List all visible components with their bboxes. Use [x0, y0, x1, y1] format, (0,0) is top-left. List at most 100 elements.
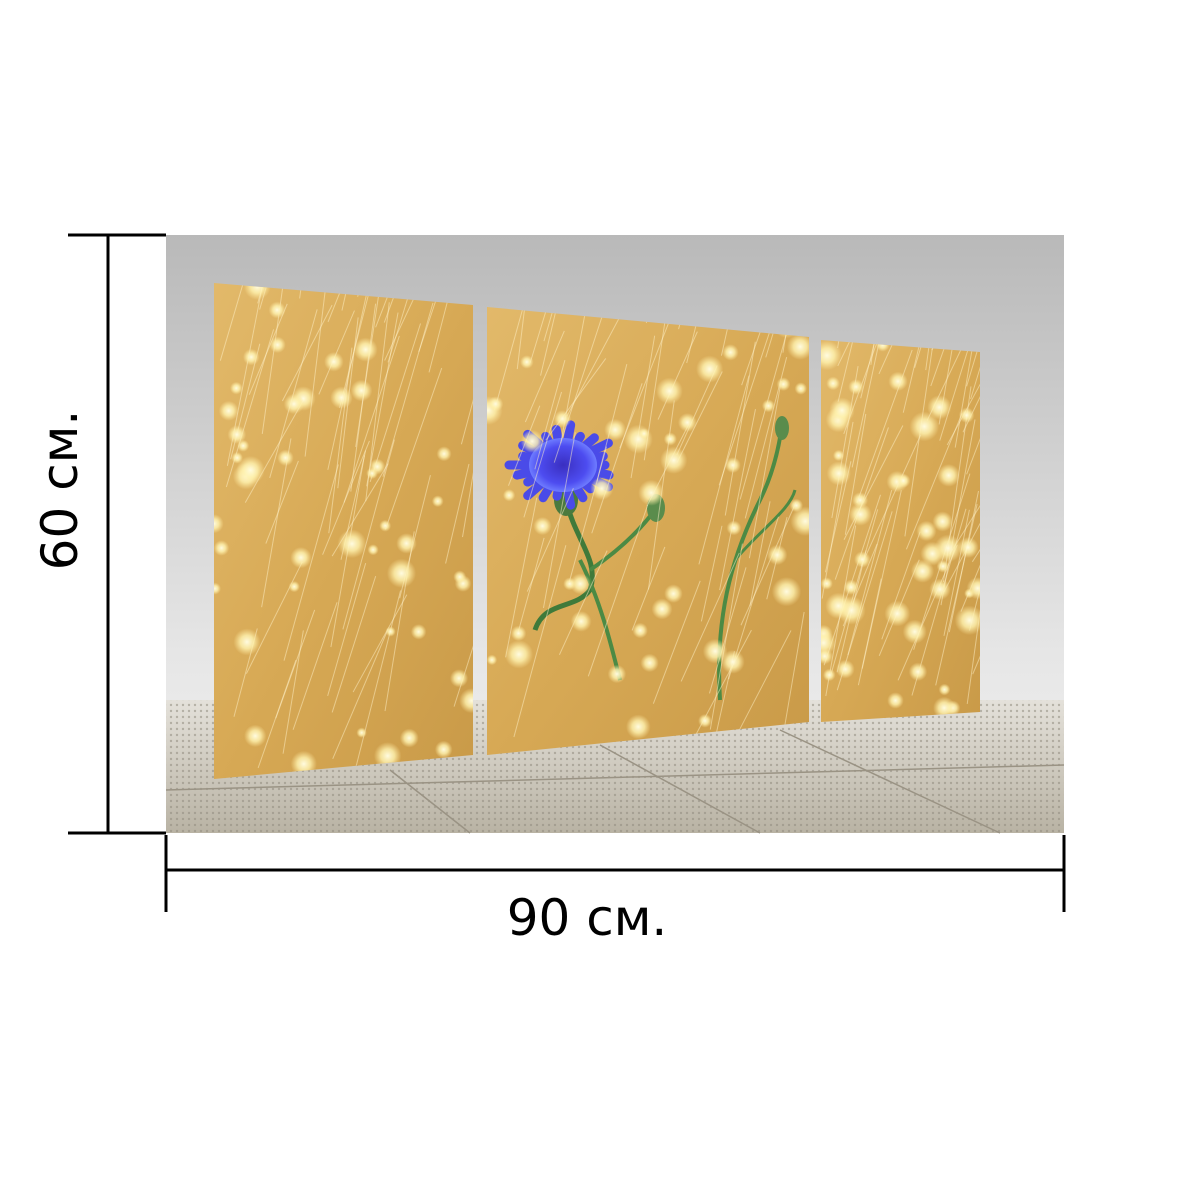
- sparkle: [288, 580, 300, 593]
- straw: [524, 330, 565, 423]
- straw: [462, 410, 473, 538]
- sparkle: [852, 492, 869, 509]
- sparkle: [896, 473, 911, 488]
- sparkle: [776, 377, 791, 391]
- straw: [545, 358, 607, 441]
- straw: [587, 504, 649, 677]
- sparkle: [504, 640, 534, 669]
- sparkle: [848, 502, 872, 526]
- straw: [523, 391, 563, 518]
- sparkle: [553, 410, 572, 428]
- straw: [972, 585, 980, 675]
- seam: [165, 764, 1065, 791]
- sparkle: [236, 455, 265, 485]
- sparkle: [330, 386, 353, 409]
- sparkle: [825, 592, 852, 619]
- sparkle: [640, 653, 659, 673]
- sparkle: [410, 624, 427, 640]
- straw: [734, 630, 792, 739]
- straw: [505, 497, 538, 658]
- sparkle: [832, 449, 845, 462]
- sparkle: [350, 379, 373, 402]
- height-label: 60 см.: [31, 410, 89, 571]
- straw: [619, 312, 673, 449]
- sparkle: [283, 393, 305, 415]
- sparkle: [229, 381, 243, 395]
- straw: [428, 283, 464, 373]
- sparkle: [268, 301, 286, 319]
- sparkle: [632, 622, 648, 639]
- sparkle: [966, 577, 980, 600]
- straw: [543, 307, 571, 342]
- sparkle: [698, 713, 712, 728]
- dimension-lines: [68, 233, 1066, 912]
- sparkle: [910, 559, 935, 583]
- sparkle: [269, 336, 286, 354]
- sparkle: [502, 489, 516, 502]
- sparkle: [356, 727, 367, 738]
- straw: [513, 545, 567, 738]
- straw: [844, 413, 867, 535]
- straw: [494, 307, 538, 411]
- sparkle: [487, 396, 504, 412]
- sparkle: [449, 669, 469, 688]
- straw: [837, 340, 892, 367]
- straw: [382, 302, 434, 477]
- straw: [851, 340, 894, 468]
- straw: [857, 578, 882, 686]
- straw: [383, 283, 425, 323]
- sparkle: [664, 584, 683, 603]
- sparkle: [487, 654, 498, 666]
- straw: [327, 283, 370, 470]
- straw: [366, 312, 399, 487]
- sparkle: [826, 461, 851, 486]
- straw: [445, 463, 470, 564]
- sparkle: [767, 544, 788, 566]
- sparkle: [821, 630, 836, 656]
- sparkle: [563, 577, 577, 591]
- straw: [331, 575, 377, 713]
- straw: [718, 318, 775, 486]
- straw: [354, 590, 402, 771]
- sparkle: [638, 428, 650, 440]
- sparkle: [932, 511, 953, 532]
- sparkle: [604, 418, 627, 441]
- sparkle: [887, 692, 904, 709]
- bud: [775, 416, 789, 440]
- straw: [739, 327, 789, 500]
- straw: [970, 340, 980, 400]
- sparkle: [570, 611, 592, 632]
- sparkle: [214, 582, 221, 595]
- sparkle: [590, 476, 614, 501]
- straw: [969, 485, 980, 631]
- sparkle: [242, 348, 260, 366]
- straw: [652, 580, 701, 704]
- sparkle: [927, 395, 952, 420]
- sparkle: [826, 376, 840, 391]
- straw: [282, 630, 304, 754]
- sparkle: [533, 516, 552, 536]
- sparkle: [938, 683, 951, 696]
- sparkle: [290, 546, 312, 569]
- straw: [700, 525, 723, 622]
- sparkle: [790, 506, 809, 537]
- sparkle: [957, 536, 979, 559]
- sparkle: [954, 605, 980, 636]
- sparkle: [453, 570, 467, 584]
- sparkle: [726, 520, 742, 536]
- straw: [630, 335, 656, 479]
- straw: [748, 380, 782, 559]
- seam: [599, 744, 761, 834]
- sparkle: [379, 519, 392, 532]
- straw: [878, 340, 917, 375]
- sparkle: [908, 662, 928, 682]
- straw: [943, 509, 970, 636]
- straw: [292, 602, 338, 730]
- straw: [709, 543, 743, 730]
- straw: [327, 283, 388, 323]
- straw: [369, 323, 422, 483]
- sparkle: [353, 337, 378, 362]
- stem: [733, 489, 797, 561]
- sparkle: [651, 598, 673, 620]
- straw: [847, 490, 893, 656]
